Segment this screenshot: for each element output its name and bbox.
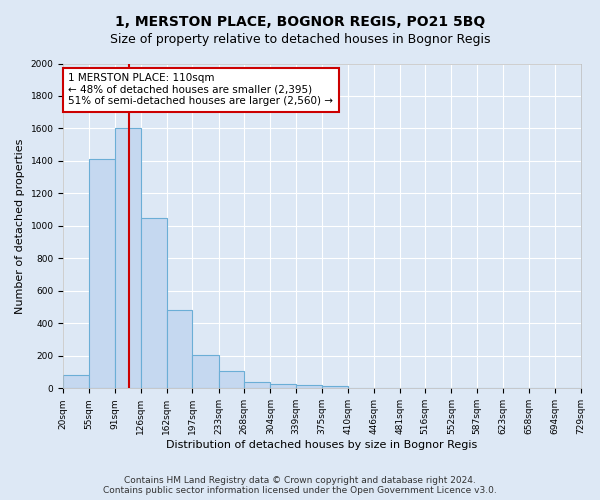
Text: Contains HM Land Registry data © Crown copyright and database right 2024.
Contai: Contains HM Land Registry data © Crown c… bbox=[103, 476, 497, 495]
Bar bbox=[115, 128, 140, 388]
Text: 1 MERSTON PLACE: 110sqm
← 48% of detached houses are smaller (2,395)
51% of semi: 1 MERSTON PLACE: 110sqm ← 48% of detache… bbox=[68, 73, 334, 106]
Y-axis label: Number of detached properties: Number of detached properties bbox=[15, 138, 25, 314]
Bar bbox=[167, 310, 193, 388]
Bar bbox=[63, 376, 89, 388]
Bar bbox=[296, 385, 322, 388]
Bar bbox=[218, 372, 244, 388]
Bar bbox=[89, 158, 115, 388]
Bar bbox=[140, 218, 167, 388]
Text: 1, MERSTON PLACE, BOGNOR REGIS, PO21 5BQ: 1, MERSTON PLACE, BOGNOR REGIS, PO21 5BQ bbox=[115, 15, 485, 29]
Bar bbox=[244, 382, 271, 388]
Bar bbox=[193, 355, 218, 388]
Bar bbox=[271, 384, 296, 388]
Text: Size of property relative to detached houses in Bognor Regis: Size of property relative to detached ho… bbox=[110, 32, 490, 46]
Bar bbox=[322, 386, 348, 388]
X-axis label: Distribution of detached houses by size in Bognor Regis: Distribution of detached houses by size … bbox=[166, 440, 478, 450]
